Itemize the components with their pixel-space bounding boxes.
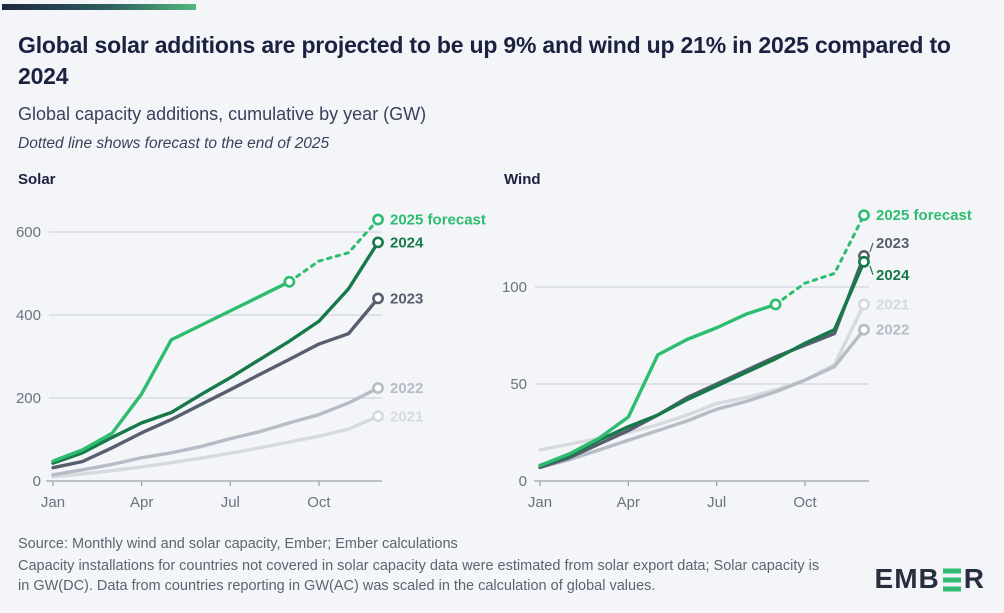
ember-logo: EMB R (875, 563, 985, 595)
ember-logo-green-e-icon (942, 568, 961, 591)
data-point-marker-2025 (372, 213, 384, 226)
brand-accent-bar (2, 4, 196, 10)
label-leader-line (869, 242, 874, 252)
wind-line-chart: 0 50 100 Jan Apr Jul Oct 2021 2022 2023 2024 2025 f… (502, 207, 972, 511)
ember-logo-text-start: EMB (874, 563, 940, 594)
series-end-label-2023: 2023 (390, 290, 423, 307)
solar-chart-title: Solar (18, 170, 56, 188)
ember-logo-text-end: R (963, 563, 985, 594)
series-end-label-2024: 2024 (390, 234, 424, 251)
x-tick-label: Oct (307, 494, 331, 511)
x-tick-label: Jan (528, 494, 552, 511)
series-forecast-dashed-line-2025 (774, 213, 866, 306)
series-line-2025 (538, 302, 778, 467)
series-line-2024 (538, 259, 866, 467)
series-line-2024 (51, 240, 380, 465)
x-tick-label: Jan (41, 494, 65, 511)
chart-subtitle: Global capacity additions, cumulative by… (18, 103, 427, 124)
source-text: Source: Monthly wind and solar capacity,… (18, 535, 458, 552)
data-point-marker-2025 (858, 208, 870, 221)
x-tick-label: Jul (221, 494, 240, 511)
series-end-label-2021: 2021 (390, 408, 423, 425)
series-line-2023 (538, 253, 866, 469)
y-tick-label: 600 (16, 224, 41, 241)
label-leader-line (869, 265, 874, 275)
solar-line-chart: 0 200 400 600 Jan Apr Jul Oct 2021 2022 2023 2024 20… (16, 211, 486, 511)
series-line-2023 (51, 296, 380, 470)
data-point-marker-2024 (372, 236, 384, 248)
x-tick-label: Apr (617, 494, 640, 511)
y-tick-label: 100 (502, 279, 527, 296)
data-point-marker-2024 (858, 255, 870, 268)
forecast-note: Dotted line shows forecast to the end of… (18, 134, 330, 152)
data-point-marker-2023 (372, 292, 384, 304)
data-point-marker-2022 (858, 323, 870, 336)
series-line-2025 (51, 279, 292, 463)
methodology-text: Capacity installations for countries not… (18, 557, 820, 595)
series-end-label-2025: 2025 forecast (390, 211, 486, 228)
footer: Source: Monthly wind and solar capacity,… (18, 534, 986, 597)
wind-chart-title: Wind (504, 170, 541, 188)
series-line-2022 (51, 385, 380, 477)
page-title: Global solar additions are projected to … (18, 32, 951, 89)
series-end-label-2022: 2022 (390, 380, 423, 397)
x-tick-label: Apr (130, 494, 153, 511)
y-tick-label: 400 (16, 307, 41, 324)
x-tick-label: Jul (707, 494, 726, 511)
series-end-label-2025: 2025 forecast (876, 207, 972, 224)
series-end-label-2023: 2023 (876, 235, 909, 252)
data-point-marker-2025 (769, 298, 782, 310)
x-tick-label: Oct (793, 494, 817, 511)
data-point-marker-2025 (283, 275, 296, 288)
series-end-label-2024: 2024 (876, 266, 910, 283)
data-point-marker-2022 (372, 381, 384, 394)
data-point-marker-2021 (372, 409, 384, 422)
solar-chart-block: Solar 0 200 400 600 Jan Apr Jul Oct 2021 2022 2023… (16, 170, 504, 518)
y-tick-label: 0 (519, 473, 527, 490)
wind-chart-block: Wind 0 50 100 Jan Apr Jul Oct 2021 2022 2023 2024 2… (502, 170, 992, 518)
series-end-label-2021: 2021 (876, 296, 909, 313)
charts-row: Solar 0 200 400 600 Jan Apr Jul Oct 2021 2022 2023… (16, 170, 986, 518)
chart-page: Global solar additions are projected to … (2, 4, 986, 597)
series-line-2022 (538, 327, 866, 469)
y-tick-label: 200 (16, 390, 41, 407)
data-point-marker-2021 (858, 298, 870, 310)
series-forecast-dashed-line-2025 (287, 217, 380, 283)
y-tick-label: 50 (510, 376, 527, 393)
series-line-2021 (51, 414, 380, 479)
y-tick-label: 0 (33, 473, 41, 490)
series-end-label-2022: 2022 (876, 321, 909, 338)
